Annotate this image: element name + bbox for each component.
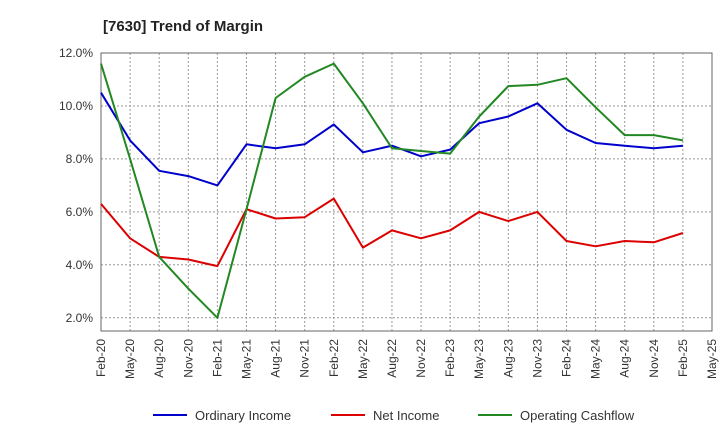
grid [101, 52, 712, 331]
y-tick-label: 12.0% [59, 46, 93, 60]
x-tick-label: Feb-25 [676, 339, 690, 377]
x-tick-label: Feb-20 [94, 339, 108, 377]
legend-label: Net Income [373, 408, 439, 423]
x-tick-label: Feb-22 [327, 339, 341, 377]
x-tick-label: Nov-23 [530, 339, 544, 378]
legend-item-ordinary-income: Ordinary Income [153, 408, 291, 423]
x-tick-label: Feb-24 [560, 339, 574, 377]
legend-item-net-income: Net Income [331, 408, 439, 423]
y-tick-label: 6.0% [66, 205, 94, 219]
legend-label: Ordinary Income [195, 408, 291, 423]
x-tick-label: May-24 [589, 339, 603, 379]
series-line-ordinary-income [100, 92, 683, 187]
x-tick-label: May-21 [239, 339, 253, 379]
x-tick-label: May-20 [123, 339, 137, 379]
series-line-operating-cashflow [100, 62, 684, 319]
axis-labels: 2.0% 4.0% 6.0% 8.0% 10.0% 12.0% Feb-20 May-20 Au… [59, 46, 719, 379]
legend-label: Operating Cashflow [520, 408, 635, 423]
x-tick-label: Aug-22 [385, 339, 399, 378]
x-tick-label: Feb-21 [210, 339, 224, 377]
x-tick-label: May-23 [472, 339, 486, 379]
x-tick-label: Feb-23 [443, 339, 457, 377]
chart-title: [7630] Trend of Margin [103, 18, 263, 35]
legend-item-operating-cashflow: Operating Cashflow [478, 408, 635, 423]
x-tick-label: Aug-23 [501, 339, 515, 378]
x-tick-label: Aug-20 [152, 339, 166, 378]
series-line-net-income [100, 197, 684, 268]
x-tick-label: Aug-21 [269, 339, 283, 378]
y-tick-label: 10.0% [59, 99, 93, 113]
plot-area [100, 52, 713, 332]
x-tick-label: Nov-22 [414, 339, 428, 378]
y-tick-label: 4.0% [66, 258, 94, 272]
x-tick-label: May-25 [705, 339, 719, 379]
x-tick-label: Nov-20 [181, 339, 195, 378]
x-tick-label: Nov-21 [298, 339, 312, 378]
x-tick-label: Aug-24 [618, 339, 632, 378]
x-tick-label: May-22 [356, 339, 370, 379]
y-tick-label: 8.0% [66, 152, 94, 166]
y-tick-label: 2.0% [66, 311, 94, 325]
series-lines [100, 62, 684, 319]
x-tick-label: Nov-24 [647, 339, 661, 378]
legend: Ordinary Income Net Income Operating Cashf… [153, 408, 635, 423]
